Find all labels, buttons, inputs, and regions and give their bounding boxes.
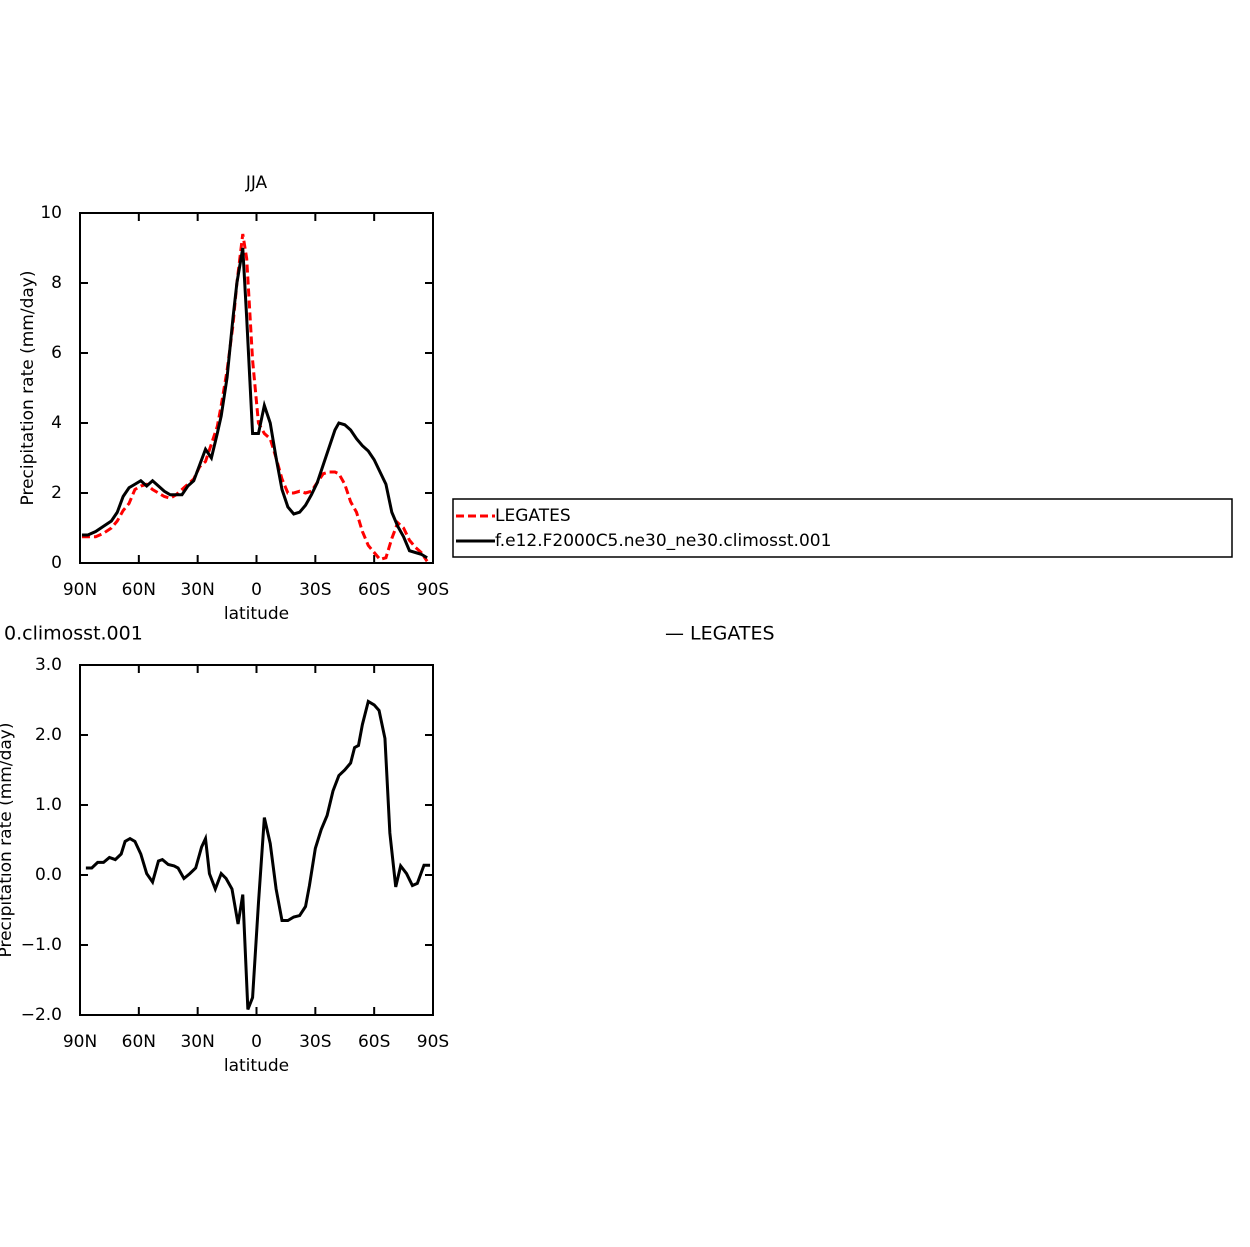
right-title: — LEGATES (665, 623, 775, 645)
x-tick-label: 90S (417, 580, 449, 600)
y-tick-label: 3.0 (35, 655, 62, 675)
x-tick-label: 0 (251, 580, 262, 600)
plot-frame (79, 664, 434, 1016)
x-axis-label: latitude (224, 604, 289, 624)
y-axis-label: Precipitation rate (mm/day) (18, 271, 38, 506)
x-axis-label: latitude (224, 1056, 289, 1076)
legend-box (452, 498, 1233, 558)
y-tick-label: 6 (51, 343, 62, 363)
data-line (81, 233, 429, 563)
y-tick-label: −2.0 (21, 1005, 62, 1025)
x-tick-label: 60S (358, 580, 390, 600)
x-tick-label: 30N (180, 1032, 214, 1052)
plot-frame (79, 212, 434, 564)
data-line (81, 247, 428, 560)
x-tick-label: 30S (299, 580, 331, 600)
y-tick-label: 0 (51, 553, 62, 573)
x-tick-label: 90N (63, 1032, 97, 1052)
x-tick-label: 30N (180, 580, 214, 600)
legend-label: f.e12.F2000C5.ne30_ne30.climosst.001 (495, 531, 831, 551)
y-tick-label: 4 (51, 413, 62, 433)
x-tick-label: 60N (122, 1032, 156, 1052)
legend-label: LEGATES (495, 506, 571, 526)
y-tick-label: 8 (51, 273, 62, 293)
left-title: 0.climosst.001 (4, 623, 143, 645)
x-tick-label: 60S (358, 1032, 390, 1052)
y-axis-label: Precipitation rate (mm/day) (0, 723, 16, 958)
x-tick-label: 30S (299, 1032, 331, 1052)
y-tick-label: 0.0 (35, 865, 62, 885)
y-tick-label: 2.0 (35, 725, 62, 745)
chart-title: JJA (245, 173, 268, 193)
y-tick-label: 2 (51, 483, 62, 503)
data-line (85, 699, 431, 1010)
y-tick-label: −1.0 (21, 935, 62, 955)
x-tick-label: 90N (63, 580, 97, 600)
x-tick-label: 0 (251, 1032, 262, 1052)
y-tick-label: 1.0 (35, 795, 62, 815)
x-tick-label: 60N (122, 580, 156, 600)
x-tick-label: 90S (417, 1032, 449, 1052)
y-tick-label: 10 (40, 203, 62, 223)
